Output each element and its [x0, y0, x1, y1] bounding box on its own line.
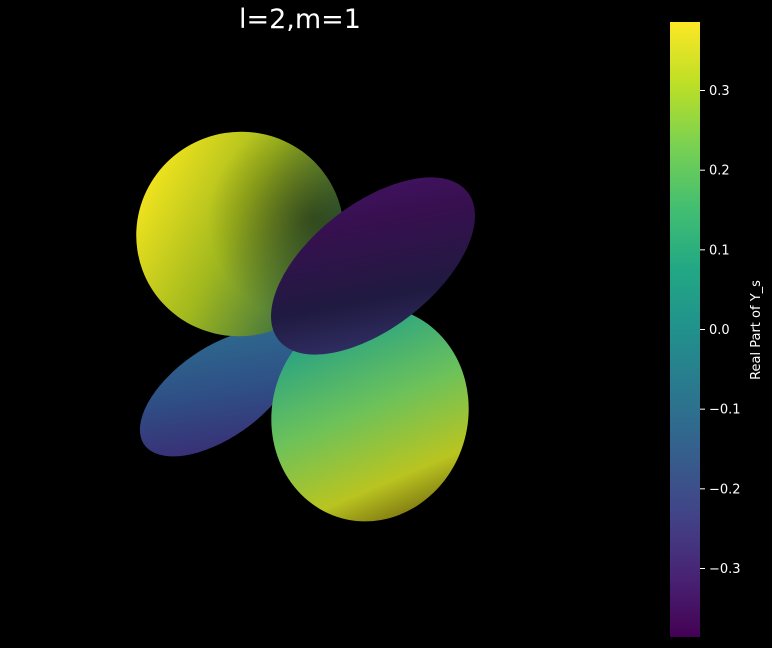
lobe-lower-right: [271, 306, 469, 522]
colorbar-tick-label: 0.0: [709, 323, 730, 338]
colorbar-gradient: [670, 22, 700, 637]
colorbar-tick-label: 0.2: [709, 164, 730, 179]
chart-title: l=2,m=1: [239, 4, 361, 35]
colorbar-tick-label: 0.3: [709, 84, 730, 99]
lobe-upper-right: [271, 177, 475, 355]
colorbar-ticks: 0.3 0.2 0.1 0.0 −0.1 −0.2 −0.3: [700, 84, 741, 577]
colorbar-tick-label: −0.3: [709, 562, 741, 577]
lobe-lower-left: [139, 329, 297, 457]
colorbar-tick-label: −0.1: [709, 403, 741, 418]
colorbar-label: Real Part of Y_s: [749, 280, 764, 380]
orbital-surface-plot: [136, 131, 475, 522]
colorbar-tick-label: 0.1: [709, 243, 730, 258]
colorbar-tick-label: −0.2: [709, 482, 741, 497]
